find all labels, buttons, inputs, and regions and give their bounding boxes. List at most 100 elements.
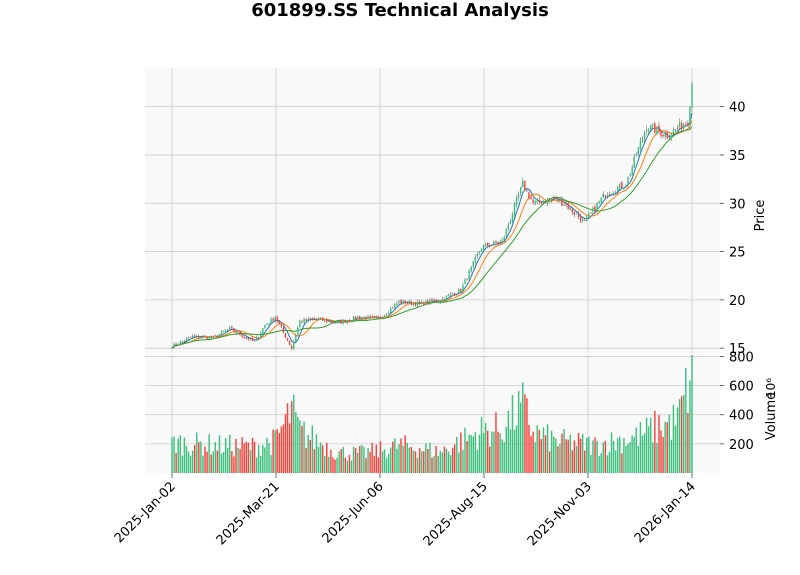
candle-body [460,288,462,293]
candle-body [654,123,656,133]
candle-body [414,303,417,306]
candle-body [621,181,623,189]
candle-body [586,216,588,221]
candle-body [676,127,679,129]
volume-bar [683,395,685,473]
candle-body [198,336,200,338]
volume-bar [260,455,262,473]
candle-body [563,204,565,206]
volume-bar [631,435,633,473]
volume-bar [480,417,483,473]
candle-body [689,106,691,127]
volume-bar [307,434,309,473]
volume-bar [350,460,353,473]
candle-body [321,317,324,321]
candle-body [482,244,485,250]
candle-body [583,220,586,221]
candle-body [344,319,347,323]
volume-bar [185,445,188,473]
volume-bar [181,455,184,473]
volume-bar [689,380,691,473]
candle-body [573,212,576,215]
volume-bar [435,445,437,473]
candle-body [359,316,361,320]
volume-bar [365,457,367,473]
candle-body [402,300,404,304]
chart-title: 601899.SS Technical Analysis [251,0,549,21]
candle-body [257,337,260,339]
candle-body [398,300,400,303]
x-tick-label: 2025-Jan-02 [112,479,179,546]
volume-bar [214,442,217,473]
volume-bar [520,402,522,473]
candle-body [579,216,582,222]
volume-bar [369,451,371,473]
candle-body [507,225,510,229]
candle-body [303,318,305,323]
candle-body [210,336,212,338]
candle-body [193,335,196,337]
volume-bar [266,437,268,473]
x-tick-label: 2026-Jan-14 [632,479,699,546]
volume-bar [639,422,642,473]
candles [171,81,693,351]
candle-body [317,318,320,320]
volume-bar [317,446,320,473]
volume-bar [670,439,673,473]
price-tick-label: 15 [729,342,746,357]
candle-body [433,300,435,301]
volume-bar [627,443,629,473]
volume-bar [672,404,675,473]
volume-bar [680,396,683,473]
candle-body [635,155,638,157]
candle-body [191,335,194,338]
candle-body [542,201,545,204]
candle-body [356,316,359,320]
volume-bar [491,431,493,473]
volume-bar [544,435,547,473]
volume-bar [410,446,413,473]
volume-bar [586,437,588,473]
volume-bar [286,403,289,473]
volume-bar [270,454,272,473]
candle-body [284,333,287,338]
price-axis-label: Price [753,200,768,232]
candle-body [441,298,444,301]
volume-bar [495,412,497,473]
candle-body [639,140,642,150]
volume-bar [635,427,638,473]
volume-bar [614,450,617,473]
volume-bar [326,442,328,473]
candle-body [406,303,408,304]
volume-bar [621,453,623,473]
volume-bar [295,412,297,473]
candle-body [383,315,386,318]
volume-bar [592,440,594,473]
candle-body [478,251,481,254]
volume-bar [313,449,316,473]
candle-body [171,348,173,349]
volume-bar [414,451,417,473]
candle-body [524,180,526,191]
candle-body [286,338,289,341]
volume-tick-label: 800 [729,350,754,365]
volume-bar [509,429,512,473]
candle-body [515,197,518,206]
volume-bar [503,442,505,473]
candle-body [233,328,235,332]
volume-bar [323,456,326,473]
price-tick-label: 35 [729,149,746,164]
volume-bar [451,447,454,473]
volume-bar [493,431,495,473]
volume-bar [567,439,569,473]
candle-body [685,124,687,125]
volume-bar [231,451,233,473]
volume-bar [420,451,423,473]
volume-bar [610,432,613,473]
candle-body [575,213,578,215]
candle-body [435,299,437,302]
candle-body [235,331,237,333]
volume-bar [183,437,186,473]
candle-body [268,323,270,325]
volume-bar [392,441,394,473]
